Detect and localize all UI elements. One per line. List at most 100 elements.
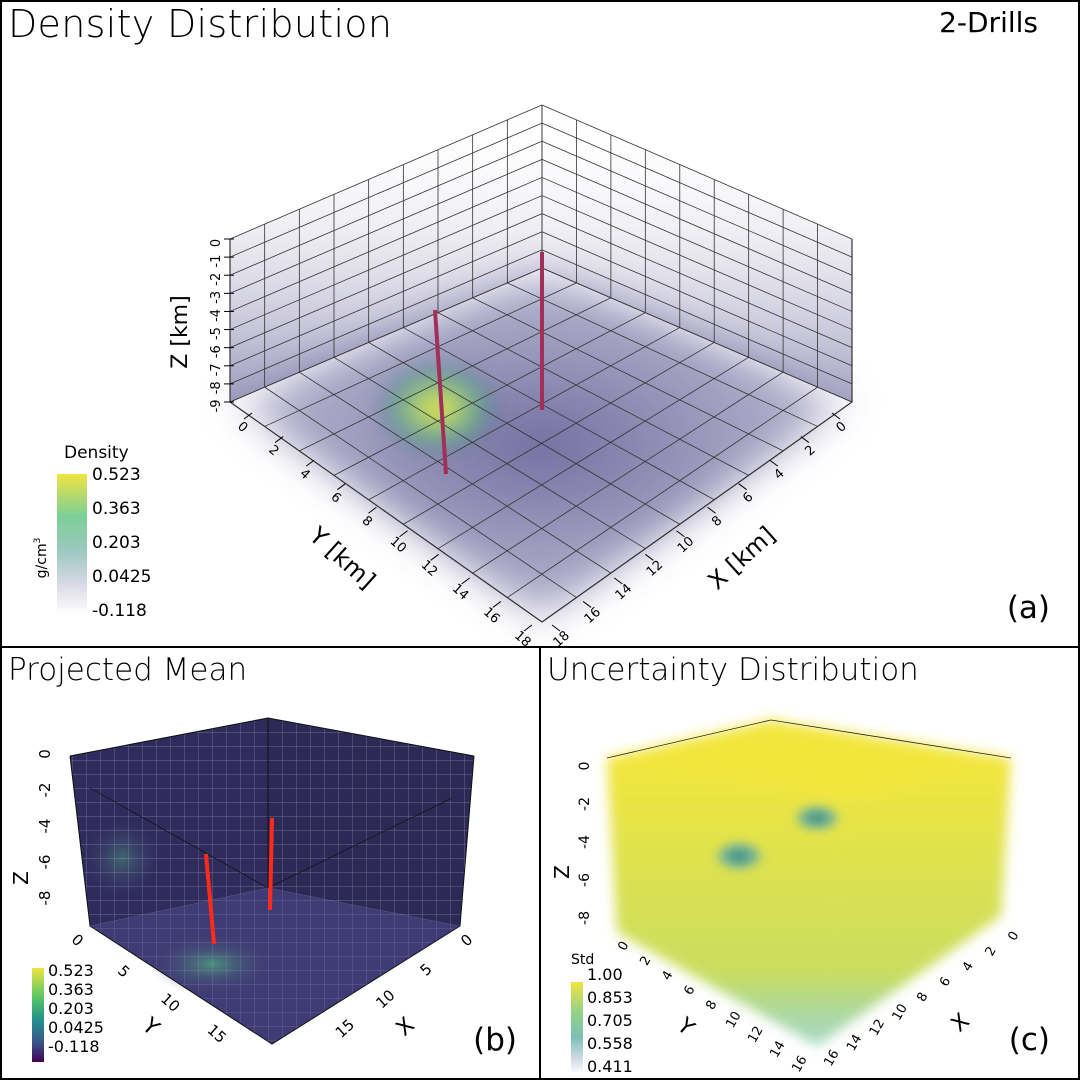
mean-x-tick-label: 10	[372, 986, 398, 1012]
std-x-tick-label: 14	[844, 1032, 865, 1054]
mean-x-axis-title: X	[392, 1013, 420, 1042]
mean-x-tick-label: 15	[332, 1015, 358, 1041]
projected-mean-panel: Projected Mean (b)	[0, 646, 541, 1080]
uncertainty-z-axis-title: Z	[550, 865, 574, 879]
y-tick-mark	[368, 506, 377, 514]
z-tick-label: -4	[209, 309, 224, 322]
grid-line	[229, 249, 543, 385]
grid-line	[299, 371, 612, 574]
low-std-zone-1	[707, 836, 771, 876]
y-tick-label: 4	[296, 466, 312, 483]
x-tick-mark	[582, 601, 592, 608]
x-tick-mark	[551, 624, 561, 632]
y-tick-label: 10	[387, 534, 409, 556]
z-tick-label: -6	[209, 345, 224, 358]
z-axis-title: Z [km]	[168, 295, 193, 368]
grid-line	[507, 282, 818, 427]
y-tick-label: 14	[449, 581, 471, 603]
grid-line	[333, 312, 646, 476]
std-y-tick-label: 16	[789, 1053, 810, 1075]
y-tick-mark	[523, 624, 533, 632]
std-colorbar-label-4: 0.558	[587, 1034, 633, 1053]
std-x-tick-label: 4	[960, 959, 977, 974]
x-tick-mark	[613, 577, 623, 585]
y-tick-mark	[492, 601, 502, 608]
z-tick-label: -7	[209, 363, 224, 376]
drills-badge: 2-Drills	[939, 6, 1038, 39]
std-z-tick-label: 0	[577, 762, 593, 771]
mean-x-tick-label: 0	[457, 930, 476, 950]
uncertainty-x-axis-title: X	[947, 1009, 975, 1038]
grid-line	[264, 386, 577, 598]
grid-line	[507, 386, 818, 598]
mean-floor-grid	[90, 888, 460, 1044]
colorbar-label-1: 0.523	[92, 465, 141, 485]
x-tick-mark	[831, 412, 841, 420]
std-z-tick-label: -2	[577, 797, 593, 811]
uncertainty-y-axis-title: Y	[671, 1013, 699, 1042]
x-tick-mark	[738, 483, 747, 491]
density-anomaly	[370, 356, 506, 460]
drill-1	[433, 309, 448, 475]
std-y-tick-label: 10	[723, 1009, 744, 1031]
x-tick-mark	[769, 459, 779, 467]
z-tick-label: -8	[209, 381, 224, 394]
x-tick-label: 4	[771, 466, 787, 483]
grid-line	[541, 140, 853, 276]
mean-z-tick-label: -4	[36, 819, 54, 834]
std-z-tick-label: -6	[577, 873, 593, 887]
mean-colorbar	[32, 968, 44, 1062]
std-colorbar-label-1: 1.00	[587, 965, 623, 984]
grid-line	[472, 297, 784, 452]
uncertainty-volume	[607, 720, 1011, 1046]
x-tick-label: 2	[802, 443, 818, 460]
std-y-tick-label: 12	[745, 1024, 766, 1046]
y-tick-mark	[243, 412, 253, 420]
back-wall-left	[230, 105, 542, 402]
floor-haze	[230, 268, 852, 622]
mean-y-tick-label: 10	[157, 990, 183, 1016]
colorbar	[57, 474, 87, 614]
back-wall-right	[542, 105, 852, 402]
std-colorbar-label-3: 0.705	[587, 1011, 633, 1030]
y-tick-mark	[399, 530, 408, 538]
std-y-tick-label: 2	[637, 954, 654, 969]
mean-wall-left-grid	[70, 718, 268, 926]
z-tick-label: -5	[209, 327, 224, 340]
x-tick-label: 0	[834, 419, 850, 436]
grid-line	[229, 104, 543, 240]
y-tick-label: 6	[328, 490, 344, 507]
std-x-tick-label: 8	[914, 990, 931, 1005]
mean-y-tick-label: 5	[114, 962, 133, 982]
grid-line	[229, 158, 543, 294]
panel-b-tag: (b)	[473, 1022, 517, 1058]
y-tick-label: 0	[234, 419, 250, 436]
x-tick-mark	[676, 530, 685, 538]
z-tick-label: -3	[209, 291, 224, 304]
std-colorbar-label-2: 0.853	[587, 988, 633, 1007]
grid-line	[229, 122, 543, 258]
density-3d-plot: -9-8-7-6-5-4-3-2-10024681012141618024681…	[33, 104, 853, 646]
y-tick-mark	[274, 436, 284, 443]
std-x-tick-label: 2	[983, 944, 1000, 959]
x-tick-mark	[707, 506, 716, 514]
mean-drill-1	[204, 853, 216, 945]
std-z-tick-label: -4	[577, 835, 593, 849]
grid-line	[541, 158, 853, 294]
std-y-tick-label: 8	[703, 998, 720, 1013]
y-tick-label: 16	[480, 605, 502, 627]
low-std-zone-2	[787, 800, 847, 836]
std-colorbar	[571, 982, 583, 1074]
panel-b-title: Projected Mean	[8, 652, 248, 688]
mean-y-axis-title: Y	[136, 1013, 164, 1042]
x-axis-title: X [km]	[703, 521, 781, 595]
mean-z-tick-label: -6	[36, 855, 54, 870]
x-tick-label: 10	[675, 534, 697, 556]
z-tick-label: -9	[209, 400, 224, 413]
grid-line	[229, 267, 543, 403]
mean-colorbar-label-4: 0.0425	[48, 1018, 104, 1037]
y-tick-mark	[430, 553, 439, 561]
colorbar-label-2: 0.363	[92, 499, 141, 519]
